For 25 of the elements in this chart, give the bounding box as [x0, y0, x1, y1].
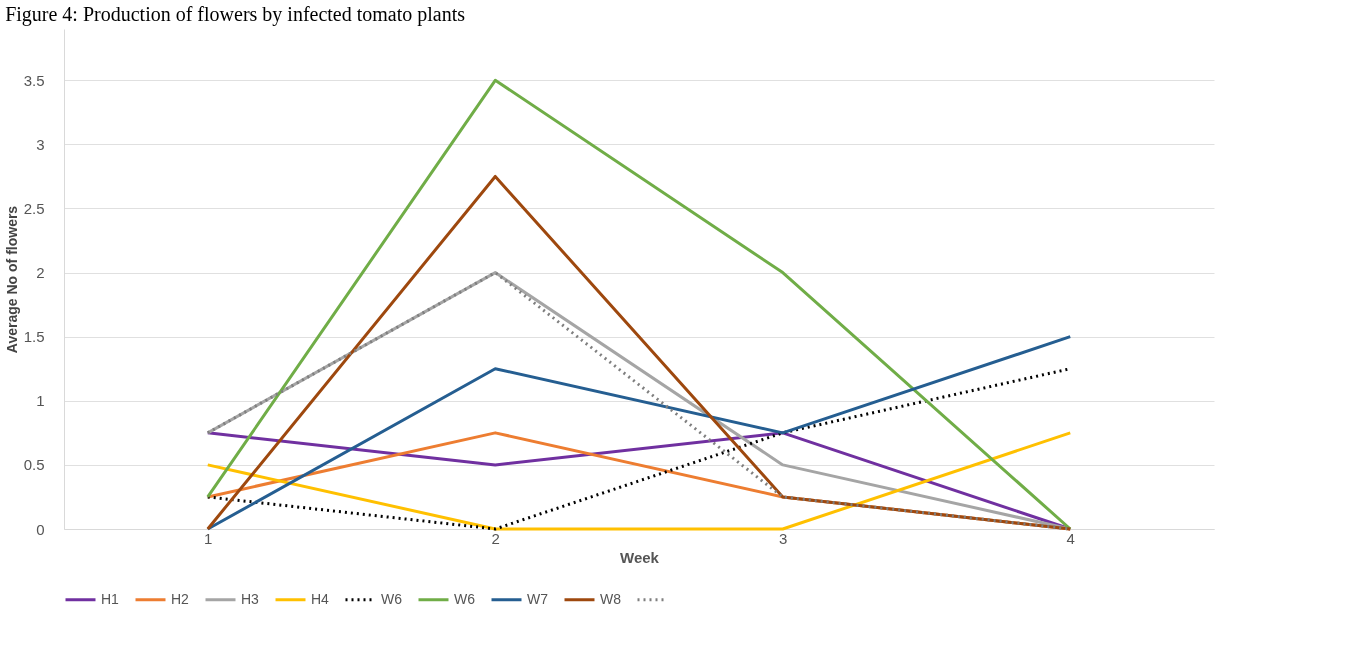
legend-label: H3 [241, 590, 260, 607]
x-tick-label: 1 [204, 529, 213, 547]
y-tick-label: 1.5 [23, 328, 45, 346]
y-tick-label: 3.5 [23, 71, 45, 89]
legend-label: H2 [171, 590, 190, 607]
y-tick-label: 2.5 [23, 199, 45, 217]
line-series [206, 78, 1072, 531]
legend-label: W7 [527, 590, 549, 607]
y-tick-label: 3 [36, 135, 45, 153]
y-tick-label: 1 [36, 392, 45, 410]
x-axis-title: Week [620, 548, 660, 566]
line-series [206, 335, 1072, 531]
y-axis-title: Average No of flowers [3, 205, 20, 354]
legend-label: W6 [381, 590, 403, 607]
y-tick-label: 0.5 [23, 456, 45, 474]
legend-label: H1 [101, 590, 120, 607]
y-tick-label: 2 [36, 264, 45, 282]
x-tick-label: 3 [779, 529, 788, 547]
x-tick-label: 4 [1066, 529, 1075, 547]
chart-title: Figure 4: Production of flowers by infected tomato plants [5, 3, 466, 26]
x-tick-label: 2 [491, 529, 500, 547]
legend-label: H4 [311, 590, 330, 607]
legend-label: W8 [600, 590, 622, 607]
legend-label: W6 [454, 590, 476, 607]
y-tick-label: 0 [36, 520, 45, 538]
